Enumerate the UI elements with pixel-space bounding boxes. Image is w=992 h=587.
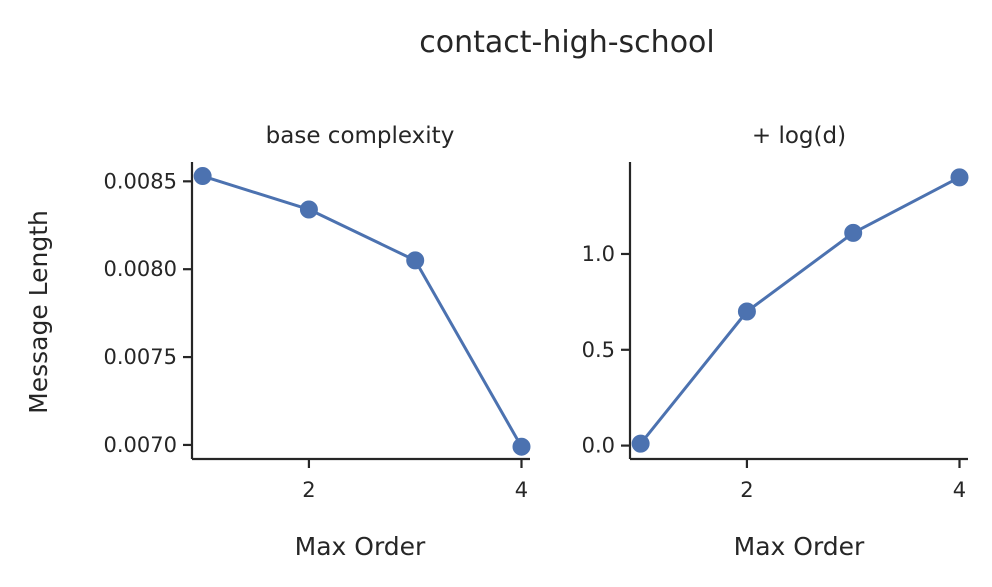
data-point bbox=[631, 434, 650, 453]
panel-title: + log(d) bbox=[752, 123, 846, 149]
data-point bbox=[193, 167, 212, 186]
series-marks bbox=[193, 167, 531, 456]
x-tick-label: 4 bbox=[953, 478, 966, 502]
ticks: 2 4 0.0070 0.0075 0.0080 0.0085 bbox=[104, 169, 529, 502]
data-point bbox=[737, 302, 756, 321]
x-tick-label: 2 bbox=[302, 478, 315, 502]
x-axis-label: Max Order bbox=[734, 532, 865, 561]
data-point bbox=[512, 437, 531, 456]
x-tick-label: 4 bbox=[515, 478, 528, 502]
data-point bbox=[406, 251, 425, 270]
panel-base-complexity: base complexity Max Order Message Length… bbox=[24, 123, 531, 561]
data-point bbox=[950, 168, 969, 187]
y-tick-label: 0.5 bbox=[582, 338, 615, 362]
panel-log-d: + log(d) Max Order 2 4 0.0 0.5 1.0 bbox=[582, 123, 969, 561]
figure-title: contact-high-school bbox=[419, 25, 715, 60]
series-line bbox=[639, 175, 961, 446]
y-tick-label: 0.0 bbox=[582, 434, 615, 458]
data-point bbox=[299, 200, 318, 219]
y-axis-label: Message Length bbox=[24, 210, 53, 414]
panel-title: base complexity bbox=[266, 123, 455, 149]
y-tick-label: 0.0070 bbox=[104, 433, 177, 457]
y-tick-label: 0.0085 bbox=[104, 169, 177, 193]
x-axis-label: Max Order bbox=[295, 532, 426, 561]
data-point bbox=[844, 223, 863, 242]
y-tick-label: 0.0075 bbox=[104, 345, 177, 369]
ticks: 2 4 0.0 0.5 1.0 bbox=[582, 242, 967, 502]
series-marks bbox=[631, 168, 969, 453]
series-line bbox=[201, 174, 523, 449]
y-tick-label: 1.0 bbox=[582, 242, 615, 266]
x-tick-label: 2 bbox=[740, 478, 753, 502]
y-tick-label: 0.0080 bbox=[104, 257, 177, 281]
